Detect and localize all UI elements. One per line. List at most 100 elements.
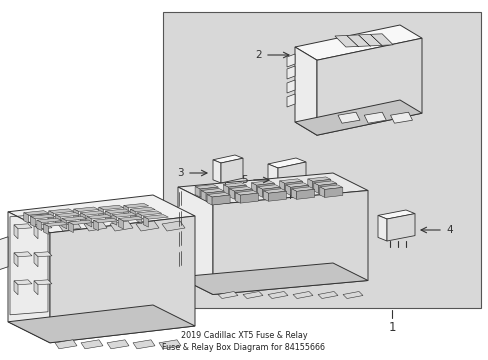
Polygon shape (37, 220, 42, 231)
Polygon shape (178, 187, 213, 294)
Polygon shape (143, 215, 168, 219)
Polygon shape (130, 207, 155, 212)
Polygon shape (105, 211, 110, 221)
Polygon shape (294, 100, 421, 135)
Polygon shape (206, 193, 230, 197)
Polygon shape (285, 183, 308, 187)
Polygon shape (267, 164, 278, 192)
Polygon shape (324, 188, 342, 197)
Polygon shape (213, 190, 367, 294)
Polygon shape (251, 183, 256, 193)
Polygon shape (240, 193, 258, 203)
Polygon shape (14, 280, 32, 285)
Text: 2: 2 (255, 50, 262, 60)
Polygon shape (159, 340, 181, 349)
Polygon shape (342, 292, 362, 298)
Polygon shape (30, 215, 55, 219)
Polygon shape (112, 213, 137, 217)
Polygon shape (317, 292, 337, 298)
Polygon shape (178, 263, 367, 294)
Polygon shape (43, 224, 48, 234)
Polygon shape (133, 340, 155, 349)
Polygon shape (93, 218, 118, 223)
Polygon shape (358, 35, 370, 46)
Polygon shape (112, 215, 117, 225)
Polygon shape (99, 207, 103, 218)
Polygon shape (221, 158, 243, 183)
Polygon shape (364, 112, 386, 123)
Polygon shape (195, 186, 200, 197)
Polygon shape (318, 183, 336, 193)
Text: 3: 3 (177, 168, 183, 178)
Polygon shape (55, 215, 60, 225)
Polygon shape (110, 221, 133, 231)
Polygon shape (377, 215, 386, 241)
Polygon shape (34, 225, 38, 239)
Polygon shape (369, 34, 382, 46)
Polygon shape (8, 212, 50, 343)
Polygon shape (251, 181, 274, 185)
Polygon shape (14, 224, 32, 229)
Polygon shape (93, 220, 98, 231)
Text: 4: 4 (445, 225, 452, 235)
Text: 5: 5 (241, 175, 247, 185)
Polygon shape (313, 181, 336, 185)
Polygon shape (286, 94, 294, 107)
Polygon shape (278, 162, 305, 192)
Polygon shape (81, 340, 103, 349)
Polygon shape (285, 185, 290, 195)
Polygon shape (312, 179, 330, 189)
Polygon shape (292, 292, 312, 298)
Polygon shape (123, 203, 148, 208)
Polygon shape (130, 209, 135, 220)
Polygon shape (68, 220, 93, 225)
Polygon shape (162, 221, 184, 231)
Polygon shape (55, 213, 80, 217)
Polygon shape (267, 158, 305, 168)
Polygon shape (213, 155, 243, 163)
Polygon shape (286, 66, 294, 79)
Polygon shape (213, 160, 221, 183)
Polygon shape (58, 221, 81, 231)
Polygon shape (377, 210, 414, 219)
Polygon shape (205, 191, 224, 201)
Polygon shape (137, 213, 142, 224)
Polygon shape (212, 195, 230, 205)
Text: 2019 Cadillac XT5 Fuse & Relay
Fuse & Relay Box Diagram for 84155666: 2019 Cadillac XT5 Fuse & Relay Fuse & Re… (162, 330, 325, 352)
Polygon shape (319, 187, 324, 197)
Polygon shape (334, 34, 392, 47)
Polygon shape (14, 253, 18, 267)
Polygon shape (235, 193, 240, 203)
Polygon shape (0, 237, 8, 272)
Polygon shape (74, 209, 79, 220)
Polygon shape (80, 211, 105, 215)
Polygon shape (235, 191, 258, 195)
Polygon shape (262, 187, 280, 197)
Polygon shape (68, 222, 73, 233)
Polygon shape (257, 187, 262, 197)
Polygon shape (37, 218, 61, 222)
Polygon shape (307, 177, 330, 181)
Polygon shape (337, 112, 359, 123)
Polygon shape (243, 292, 263, 298)
Polygon shape (61, 218, 67, 229)
Polygon shape (296, 189, 314, 199)
Polygon shape (229, 186, 252, 191)
Polygon shape (49, 209, 74, 213)
Polygon shape (87, 215, 112, 219)
Polygon shape (24, 211, 49, 215)
Polygon shape (284, 181, 302, 191)
Polygon shape (386, 213, 414, 241)
Polygon shape (286, 54, 294, 67)
Polygon shape (34, 281, 38, 295)
Polygon shape (49, 211, 54, 221)
Polygon shape (55, 340, 77, 349)
Polygon shape (178, 173, 367, 204)
Polygon shape (30, 216, 35, 227)
Polygon shape (294, 47, 316, 135)
Polygon shape (87, 216, 92, 227)
Polygon shape (80, 213, 85, 223)
Polygon shape (229, 189, 234, 199)
Polygon shape (218, 292, 238, 298)
Polygon shape (390, 112, 412, 123)
